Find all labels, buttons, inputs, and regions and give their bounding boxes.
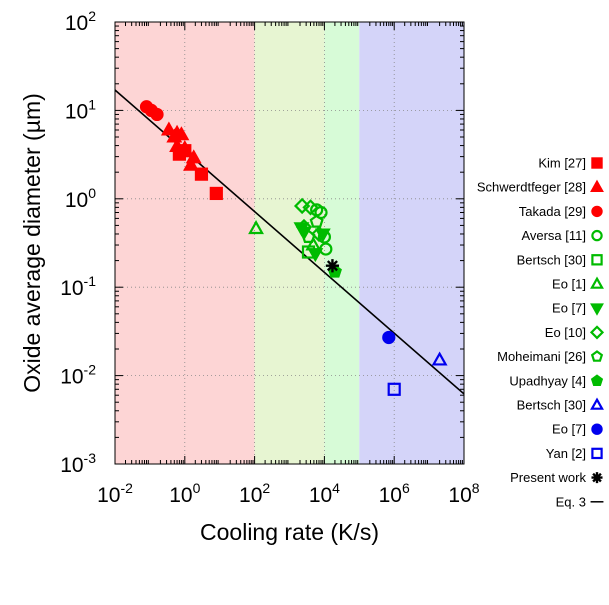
point-eo-10-: [302, 199, 319, 216]
plot-frame: [114, 21, 465, 465]
point-kim-27-: [194, 167, 209, 181]
axis-ticks: [114, 21, 465, 465]
point-schwerdtfeger-28-: [185, 149, 202, 164]
legend-marker: [590, 179, 604, 192]
y-axis-label: Oxide average diameter (µm): [19, 93, 45, 393]
y-tick-label: 101: [65, 96, 96, 123]
legend-marker: [589, 325, 605, 340]
y-tick-label: 102: [65, 8, 96, 35]
legend-label: Kim [27]: [538, 156, 586, 171]
point-eo-1-: [248, 220, 264, 235]
x-tick-label: 106: [379, 480, 410, 507]
legend-label: Eo [7]: [552, 422, 586, 437]
legend-label: Moheimani [26]: [497, 349, 586, 364]
y-tick-label: 10-2: [60, 362, 96, 389]
legend-label: Eq. 3: [556, 494, 586, 509]
x-tick-label: 10-2: [97, 480, 133, 507]
point-eo-7-: [382, 330, 396, 345]
legend-marker: [590, 303, 604, 316]
legend-label: Eo [1]: [552, 277, 586, 292]
legend-marker: [591, 423, 603, 435]
legend-marker: [591, 157, 603, 169]
legend-marker: [591, 229, 603, 242]
point-moheimani-26-: [309, 214, 324, 228]
data-markers: [139, 100, 448, 396]
legend-label: Bertsch [30]: [517, 252, 586, 267]
point-schwerdtfeger-28-: [183, 156, 199, 171]
x-tick-label: 102: [239, 480, 270, 507]
legend-marker: [590, 374, 604, 386]
x-tick-label: 108: [448, 480, 479, 507]
y-tick-label: 10-3: [60, 450, 96, 477]
legend-marker: [590, 397, 604, 410]
y-tick-label: 10-1: [60, 273, 96, 300]
point-takada-29-: [150, 107, 164, 122]
legend-label: Present work: [510, 470, 586, 485]
legend-label: Upadhyay [4]: [509, 373, 586, 388]
point-eo-7-: [307, 248, 324, 263]
legend-label: Schwerdtfeger [28]: [477, 180, 586, 195]
point-present-work: [325, 259, 340, 273]
legend-marker: [591, 254, 603, 266]
x-tick-label: 100: [169, 480, 200, 507]
point-yan-2-: [387, 382, 401, 396]
legend-marker: [591, 472, 603, 484]
point-moheimani-26-: [301, 229, 316, 243]
legend-label: Aversa [11]: [521, 228, 586, 243]
x-axis-label: Cooling rate (K/s): [200, 519, 379, 545]
point-bertsch-30-: [431, 351, 448, 366]
point-schwerdtfeger-28-: [169, 137, 185, 153]
legend-label: Takada [29]: [519, 204, 586, 219]
x-tick-label: 104: [309, 480, 340, 507]
legend-marker: [590, 350, 604, 362]
legend-label: Eo [10]: [545, 325, 586, 340]
point-kim-27-: [209, 186, 223, 201]
legend-marker: [590, 276, 604, 289]
y-tick-label: 100: [65, 185, 96, 212]
legend-marker: [591, 447, 603, 460]
legend-label: Eo [7]: [552, 301, 586, 316]
legend: Kim [27] Schwerdtfeger [28] Takada [29] Ave…: [477, 156, 605, 509]
legend-label: Yan [2]: [546, 446, 586, 461]
point-schwerdtfeger-28-: [173, 126, 190, 141]
legend-label: Bertsch [30]: [517, 398, 586, 413]
band-3: [359, 22, 464, 464]
point-schwerdtfeger-28-: [176, 140, 193, 155]
legend-marker: [591, 205, 603, 218]
point-schwerdtfeger-28-: [160, 121, 177, 136]
band-2: [324, 22, 360, 464]
point-eo-10-: [310, 225, 328, 243]
